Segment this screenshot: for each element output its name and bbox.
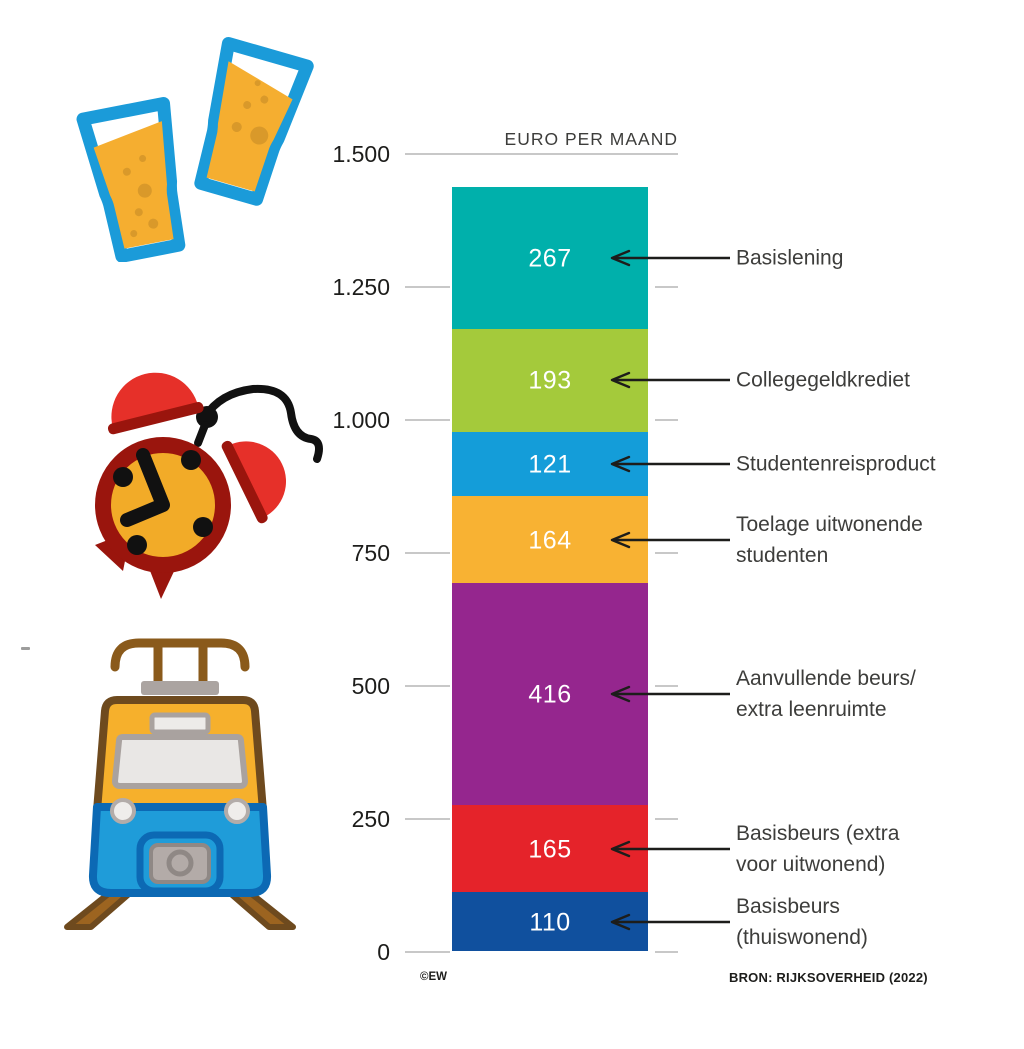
- annotation-label-line: Aanvullende beurs/: [736, 667, 916, 691]
- gridline-left-stub: [405, 951, 450, 953]
- y-tick-label: 1.250: [332, 274, 390, 300]
- gridline-right-stub: [655, 286, 678, 288]
- arrow-left-icon: [606, 839, 732, 864]
- gridline-left-stub: [405, 818, 450, 820]
- annotation-label-line: Studentenreisproduct: [736, 452, 936, 476]
- annotation-label-line: Collegegeldkrediet: [736, 368, 910, 392]
- annotation-label-line: Basislening: [736, 246, 844, 270]
- bar-segment-value: 193: [528, 366, 572, 395]
- y-tick-label: 250: [351, 806, 390, 832]
- arrow-left-icon: [606, 530, 732, 555]
- gridline-left-stub: [405, 685, 450, 687]
- bar-segment-value: 121: [528, 450, 572, 479]
- bar-segment-value: 164: [528, 526, 572, 555]
- arrow-left-icon: [606, 370, 732, 395]
- annotation-label-line: extra leenruimte: [736, 698, 887, 722]
- annotation-label: Basislening: [736, 243, 976, 274]
- arrow-left-icon: [606, 684, 732, 709]
- annotation-label-line: voor uitwonend): [736, 852, 886, 876]
- annotation-label-line: Basisbeurs: [736, 894, 840, 918]
- y-tick-label: 1.000: [332, 407, 390, 433]
- stray-dash: [21, 647, 30, 650]
- y-tick-label: 750: [351, 540, 390, 566]
- annotation-label-line: studenten: [736, 543, 829, 567]
- annotation-label: Studentenreisproduct: [736, 448, 976, 479]
- arrow-left-icon: [606, 248, 732, 273]
- gridline-left-stub: [405, 552, 450, 554]
- bar-segment-value: 110: [529, 908, 571, 937]
- gridline-right-stub: [655, 818, 678, 820]
- y-tick-label: 0: [377, 939, 390, 965]
- gridline: [405, 153, 678, 155]
- train-icon: [64, 638, 296, 930]
- annotation-label: Aanvullende beurs/extra leenruimte: [736, 663, 976, 725]
- gridline-left-stub: [405, 419, 450, 421]
- gridline-right-stub: [655, 951, 678, 953]
- y-tick-label: 500: [351, 673, 390, 699]
- alarm-clock-icon: [95, 372, 323, 599]
- credit-label: ©EW: [420, 971, 447, 983]
- arrow-left-icon: [606, 454, 732, 479]
- bar-segment-value: 416: [528, 680, 572, 709]
- annotation-label-line: (thuiswonend): [736, 925, 868, 949]
- annotation-label-line: Basisbeurs (extra: [736, 821, 900, 845]
- annotation-label: Basisbeurs (extra voor uitwonend): [736, 818, 976, 880]
- beer-glasses-icon: [76, 36, 314, 262]
- gridline-right-stub: [655, 419, 678, 421]
- gridline-right-stub: [655, 552, 678, 554]
- gridline-left-stub: [405, 286, 450, 288]
- annotation-label-line: Toelage uitwonende: [736, 512, 923, 536]
- annotation-label: Collegegeldkrediet: [736, 365, 976, 396]
- gridline-right-stub: [655, 685, 678, 687]
- chart-title: EURO PER MAAND: [504, 129, 678, 149]
- source-label: BRON: RIJKSOVERHEID (2022): [729, 970, 928, 985]
- arrow-left-icon: [606, 912, 732, 937]
- y-tick-label: 1.500: [332, 141, 390, 167]
- annotation-label: Toelage uitwonende studenten: [736, 509, 976, 571]
- annotation-label: Basisbeurs (thuiswonend): [736, 891, 976, 953]
- bar-segment-value: 267: [528, 244, 572, 273]
- bar-segment-value: 165: [528, 835, 572, 864]
